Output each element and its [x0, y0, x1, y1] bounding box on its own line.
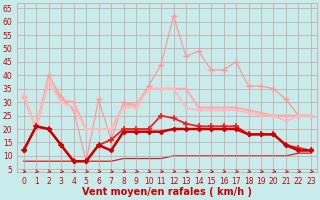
X-axis label: Vent moyen/en rafales ( km/h ): Vent moyen/en rafales ( km/h ) [82, 187, 252, 197]
